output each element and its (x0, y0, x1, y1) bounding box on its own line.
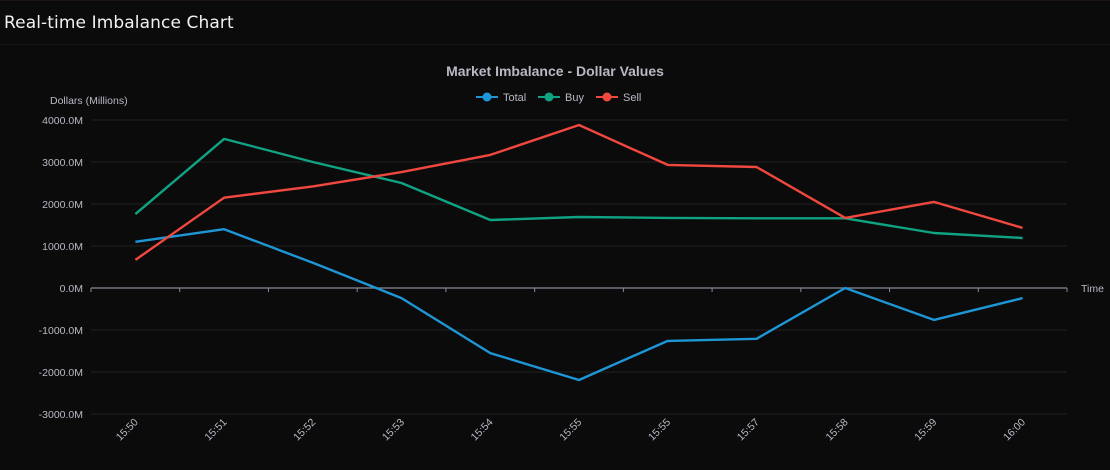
series-line-sell (134, 123, 1023, 261)
x-axis-tick-labels: 15:50 15:51 15:52 15:53 15:54 15:55 15:55 15:57… (114, 416, 1028, 443)
x-tick-label: 15:53 (380, 416, 407, 443)
x-axis-label: Time (1081, 283, 1104, 295)
x-tick-label: 15:55 (646, 416, 673, 443)
legend-item-sell[interactable]: Sell (596, 92, 641, 104)
y-tick-label: 0.0M (60, 283, 83, 295)
y-tick-label: -3000.0M (39, 409, 83, 421)
x-tick-label: 16:00 (1001, 416, 1028, 443)
y-tick-label: -2000.0M (39, 367, 83, 379)
x-tick-label: 15:50 (114, 416, 141, 443)
x-tick-label: 15:52 (291, 416, 318, 443)
x-tick-label: 15:51 (202, 416, 229, 443)
y-tick-label: -1000.0M (39, 325, 83, 337)
x-tick-label: 15:58 (824, 416, 851, 443)
x-tick-label: 15:59 (912, 416, 939, 443)
x-tick-label: 15:54 (469, 416, 496, 443)
x-tick-label: 15:55 (557, 416, 584, 443)
legend-marker-icon (544, 92, 554, 102)
y-tick-label: 3000.0M (42, 157, 83, 169)
series-line-total (135, 227, 1023, 382)
y-tick-label: 1000.0M (42, 241, 83, 253)
legend-marker-icon (482, 92, 492, 102)
top-border (0, 0, 1110, 1)
legend-item-total[interactable]: Total (476, 92, 526, 104)
chart-title: Market Imbalance - Dollar Values (446, 63, 664, 79)
y-tick-label: 4000.0M (42, 115, 83, 127)
x-axis (90, 287, 1068, 292)
y-axis-ticks: 4000.0M 3000.0M 2000.0M 1000.0M 0.0M -1000.0M… (39, 115, 83, 421)
legend-item-buy[interactable]: Buy (538, 92, 584, 104)
legend-label: Total (503, 92, 526, 104)
legend-label: Sell (623, 92, 641, 104)
series-lines (134, 123, 1023, 382)
series-line-buy (134, 137, 1023, 240)
chart-legend: Total Buy Sell (476, 92, 641, 104)
y-axis-label: Dollars (Millions) (50, 95, 128, 107)
y-tick-label: 2000.0M (42, 199, 83, 211)
x-tick-label: 15:57 (735, 416, 762, 443)
page-title: Real-time Imbalance Chart (4, 13, 234, 33)
title-divider (0, 44, 1110, 45)
legend-label: Buy (565, 92, 584, 104)
legend-marker-icon (602, 92, 612, 102)
grid-lines (91, 119, 1067, 415)
